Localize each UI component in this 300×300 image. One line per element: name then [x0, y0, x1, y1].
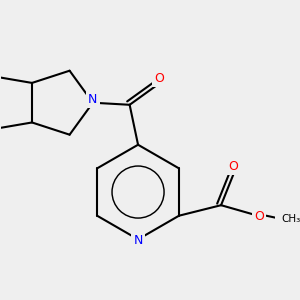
Text: N: N: [134, 234, 143, 247]
Text: N: N: [88, 93, 98, 106]
Text: O: O: [229, 160, 238, 173]
Text: O: O: [154, 72, 164, 85]
Text: CH₃: CH₃: [282, 214, 300, 224]
Text: O: O: [254, 210, 264, 223]
